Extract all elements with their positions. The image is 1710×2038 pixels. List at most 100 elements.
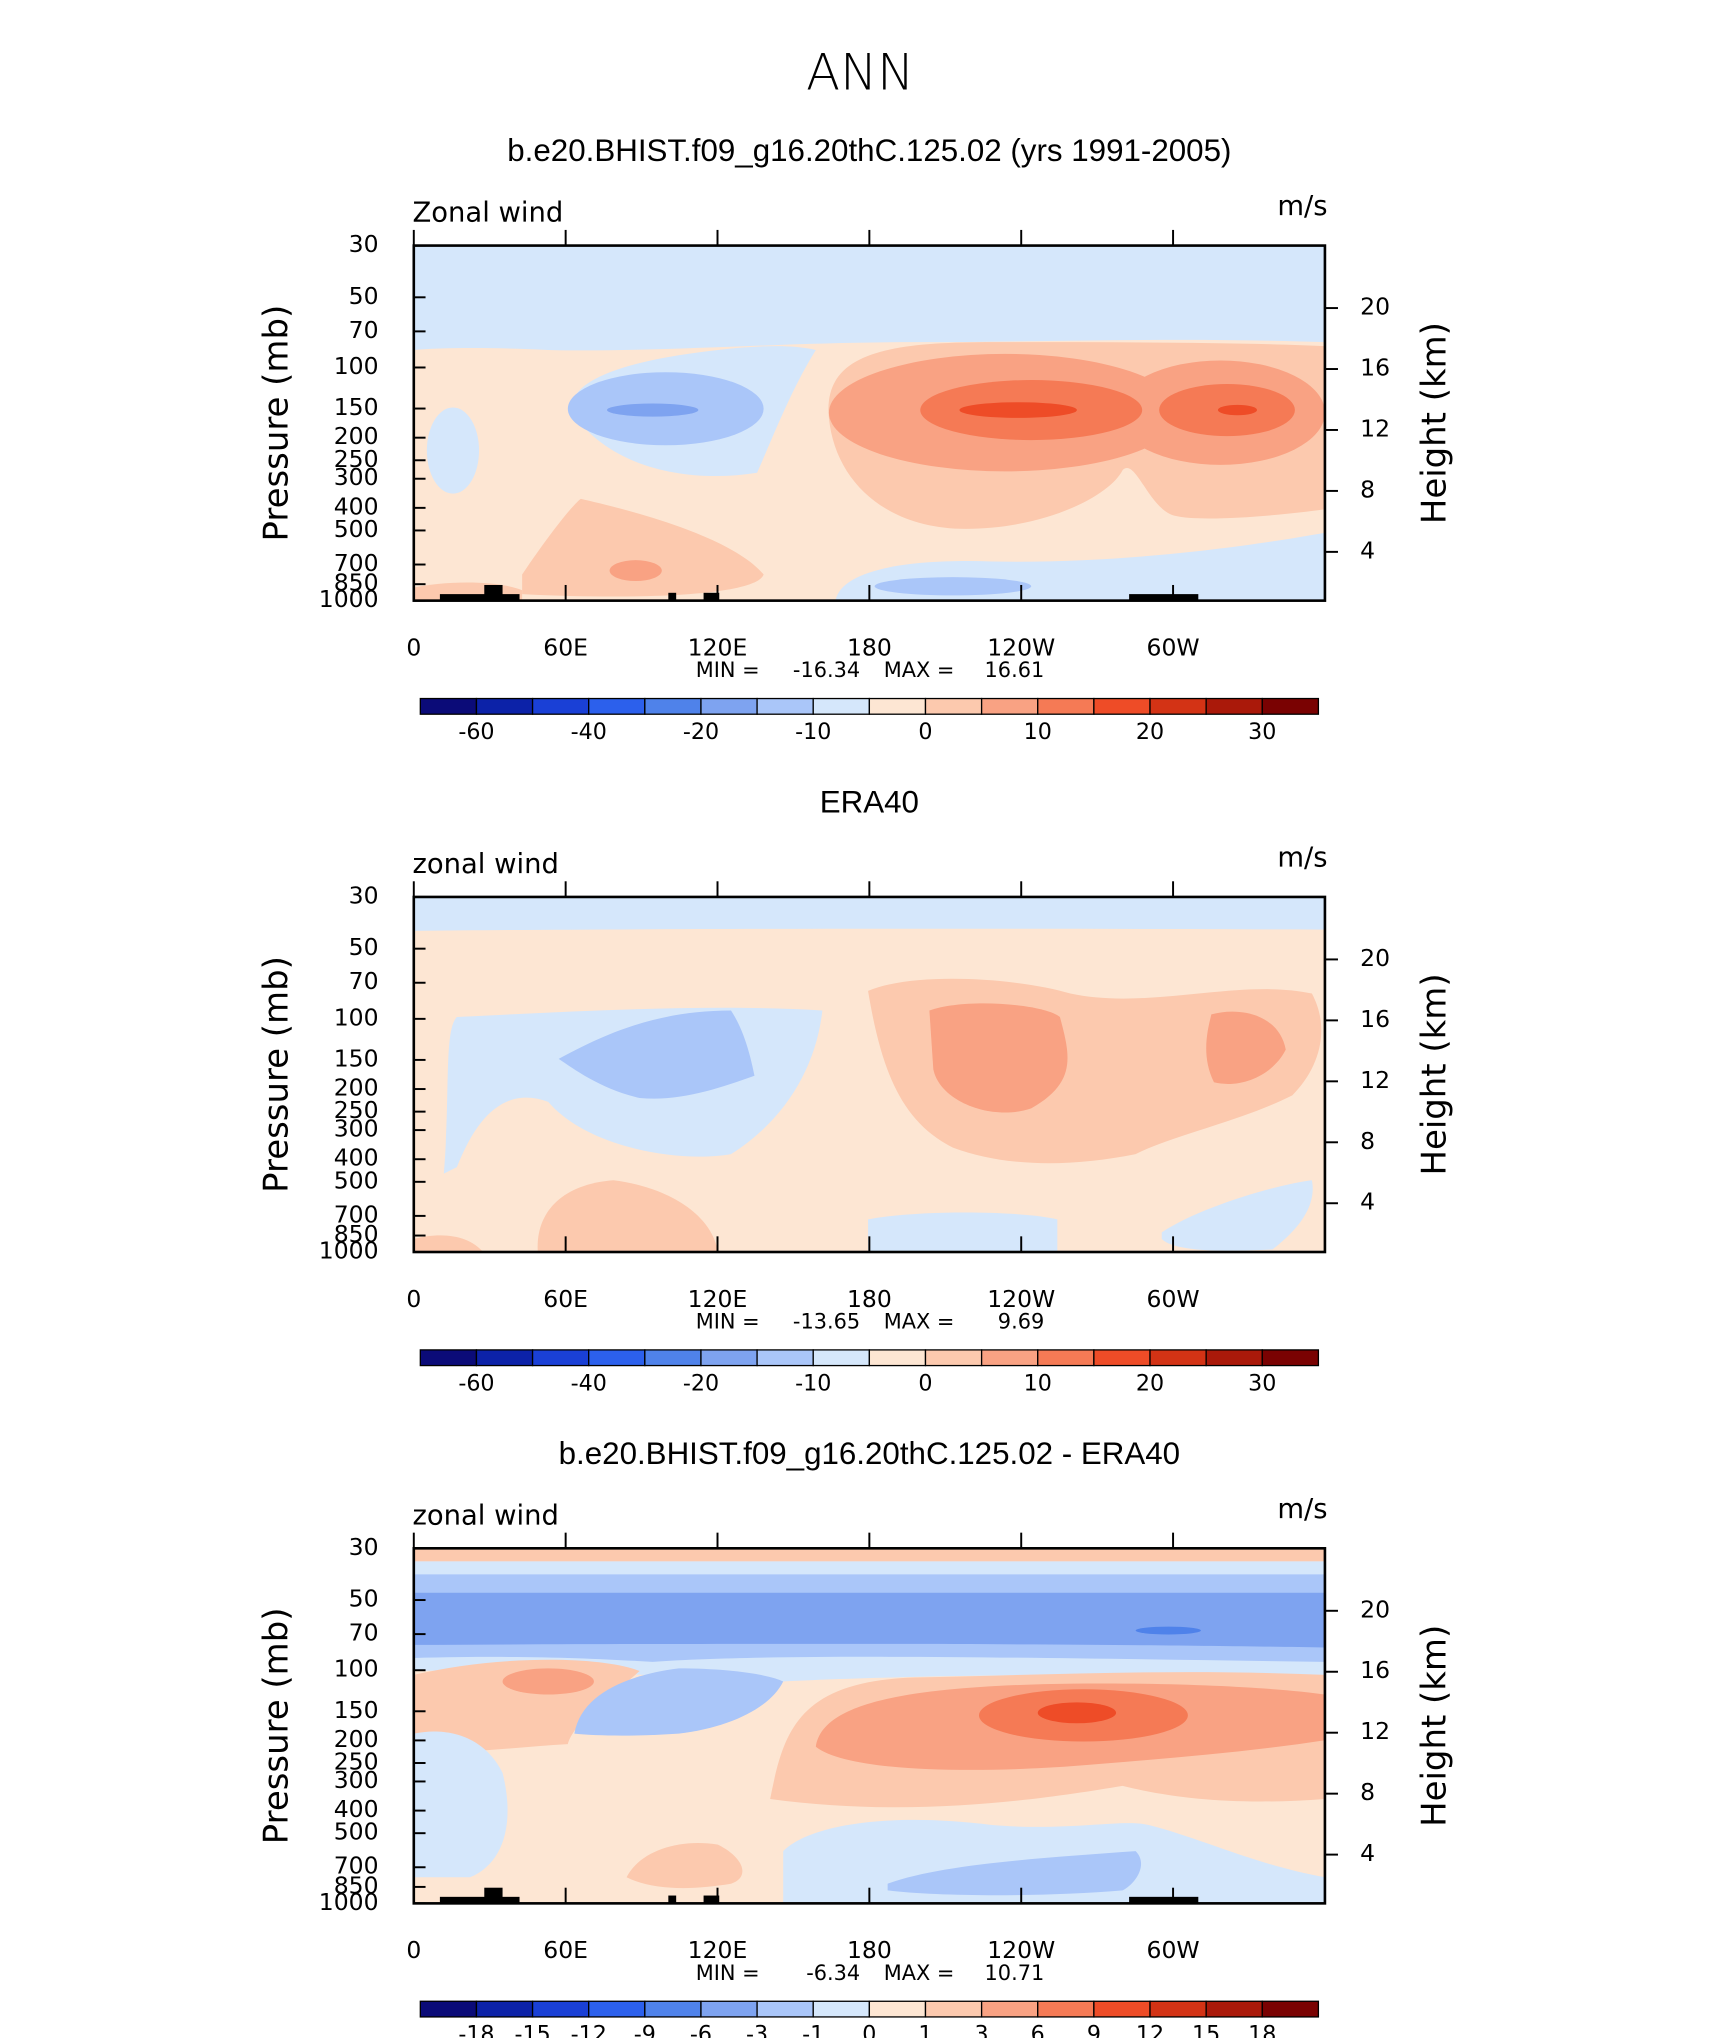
colorbar-label: 6 — [1031, 2022, 1045, 2038]
y-tick-label: 200 — [334, 422, 379, 450]
contour-fill — [537, 1180, 718, 1253]
y-tick-label: 150 — [334, 393, 379, 421]
colorbar-label: 3 — [975, 2022, 989, 2038]
colorbar-box — [700, 1349, 758, 1367]
max-value: 16.61 — [985, 658, 1045, 682]
x-tick-label: 0 — [406, 1936, 421, 1964]
min-label: MIN = — [696, 1309, 760, 1333]
colorbar-box — [1205, 697, 1263, 715]
colorbar-label: -15 — [514, 2022, 550, 2038]
colorbar-box — [812, 697, 871, 715]
contour-fill — [874, 577, 1032, 596]
x-tick-label: 180 — [847, 1285, 892, 1313]
colorbar-box — [531, 1349, 590, 1367]
min-label: MIN = — [696, 658, 760, 682]
y2-tick-label: 16 — [1360, 1656, 1390, 1684]
colorbar-label: -60 — [458, 1370, 494, 1396]
y-tick-label: 1000 — [319, 1237, 379, 1265]
y-tick-label: 300 — [334, 463, 379, 491]
contour-fill — [1206, 1011, 1286, 1084]
colorbar-box — [588, 2000, 646, 2018]
colorbar-box — [1205, 2000, 1263, 2018]
contour-fill — [1161, 1180, 1313, 1251]
y-tick-label: 850 — [334, 1871, 379, 1899]
y-tick-label: 1000 — [319, 1888, 379, 1916]
colorbar-box — [531, 2000, 590, 2018]
y2-tick-label: 16 — [1360, 1005, 1390, 1033]
y-tick-label: 500 — [334, 1166, 379, 1194]
colorbar-box — [475, 1349, 534, 1367]
colorbar-box — [1037, 2000, 1095, 2018]
y-tick-label: 70 — [349, 967, 379, 995]
y-tick-label: 500 — [334, 515, 379, 543]
colorbar-label: -18 — [458, 2022, 494, 2038]
colorbar-box — [1093, 697, 1151, 715]
colorbar-box — [475, 2000, 534, 2018]
colorbar-box — [924, 697, 983, 715]
contour-fields — [413, 1548, 1325, 1904]
contour-fill — [1217, 404, 1258, 416]
contour-fill — [502, 1668, 594, 1695]
colorbar-box — [756, 697, 814, 715]
y-tick-label: 30 — [349, 230, 379, 258]
y-tick-label: 100 — [334, 352, 379, 380]
panel: b.e20.BHIST.f09_g16.20thC.125.02 (yrs 19… — [258, 133, 1455, 745]
y2-tick-label: 16 — [1360, 354, 1390, 382]
y-tick-label: 200 — [334, 1725, 379, 1753]
x-tick-label: 60E — [543, 1285, 588, 1313]
variable-label: zonal wind — [412, 849, 558, 880]
colorbar-box — [419, 2000, 478, 2018]
min-value: -13.65 — [793, 1309, 860, 1333]
y-tick-label: 850 — [334, 569, 379, 597]
y-axis-label: Pressure (mb) — [258, 1607, 297, 1844]
colorbar-box — [1261, 1349, 1320, 1367]
units-label: m/s — [1277, 191, 1327, 222]
colorbar-label: 15 — [1192, 2022, 1220, 2038]
colorbar-label: 0 — [918, 1370, 932, 1396]
x-tick-label: 120E — [688, 633, 748, 661]
colorbar-box — [1149, 697, 1207, 715]
y-tick-label: 400 — [334, 1144, 379, 1172]
colorbar-box — [1149, 1349, 1207, 1367]
colorbar-label: 12 — [1136, 2022, 1164, 2038]
y-axis-label: Pressure (mb) — [258, 305, 297, 542]
colorbar-box — [1093, 1349, 1151, 1367]
colorbar-label: 30 — [1248, 719, 1276, 745]
y2-tick-label: 12 — [1360, 414, 1390, 442]
colorbar-label: -40 — [571, 719, 607, 745]
colorbar-box — [700, 2000, 758, 2018]
colorbar-label: 18 — [1248, 2022, 1276, 2038]
y-tick-label: 250 — [334, 1096, 379, 1124]
colorbar-box — [1261, 697, 1320, 715]
colorbar-label: -20 — [683, 719, 719, 745]
colorbar-label: -1 — [802, 2022, 824, 2038]
panel: b.e20.BHIST.f09_g16.20thC.125.02 - ERA40… — [258, 1436, 1455, 2038]
y2-tick-label: 20 — [1360, 944, 1390, 972]
colorbar-box — [868, 697, 927, 715]
colorbar-label: -10 — [795, 719, 831, 745]
x-tick-label: 60W — [1147, 1936, 1200, 1964]
colorbar-label: 1 — [918, 2022, 932, 2038]
contour-fill — [413, 1592, 1325, 1648]
colorbar-label: 10 — [1024, 719, 1052, 745]
colorbar-box — [980, 2000, 1039, 2018]
x-tick-label: 120W — [987, 1285, 1055, 1313]
contour-fill — [426, 407, 480, 494]
y-tick-label: 300 — [334, 1115, 379, 1143]
min-value: -6.34 — [806, 1961, 860, 1985]
contour-fill — [413, 1731, 508, 1878]
y-tick-label: 500 — [334, 1818, 379, 1846]
y2-tick-label: 4 — [1360, 1188, 1375, 1216]
colorbar-box — [700, 697, 758, 715]
colorbar-box — [1261, 2000, 1320, 2018]
max-label: MAX = — [884, 1309, 955, 1333]
x-tick-label: 120E — [688, 1936, 748, 1964]
colorbar-box — [644, 2000, 702, 2018]
panel-title: ERA40 — [820, 785, 919, 820]
y-tick-label: 50 — [349, 1585, 379, 1613]
y2-tick-label: 8 — [1360, 1127, 1375, 1155]
colorbar-box — [924, 2000, 983, 2018]
units-label: m/s — [1277, 843, 1327, 874]
min-value: -16.34 — [793, 658, 860, 682]
